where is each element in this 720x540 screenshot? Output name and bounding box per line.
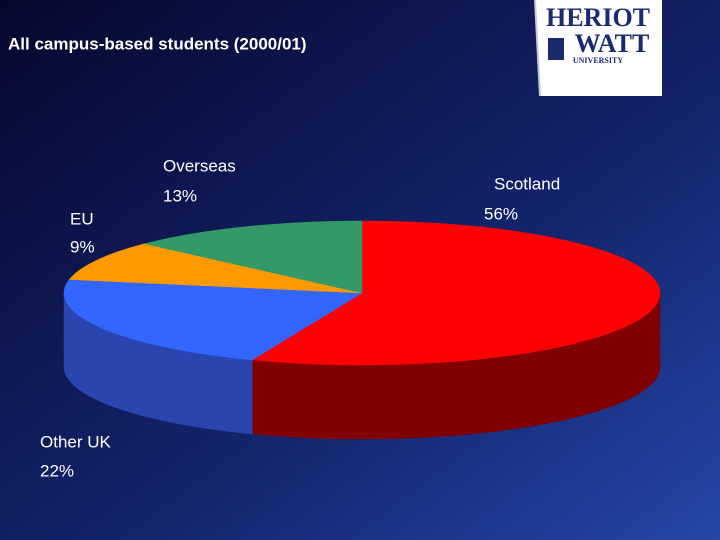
value-label: 13% <box>163 186 197 205</box>
pie-slice <box>144 220 363 294</box>
logo-crest <box>548 38 564 60</box>
slice-label: Scotland <box>494 174 560 193</box>
value-label: 56% <box>484 204 518 223</box>
pie-slice <box>63 279 363 361</box>
logo-line3: UNIVERSITY <box>573 56 623 65</box>
slice-top <box>251 220 661 366</box>
logo-line2: WATT <box>575 29 650 58</box>
slice-label: Overseas <box>163 156 236 175</box>
logo-edge <box>534 0 541 97</box>
chart-title: All campus-based students (2000/01) <box>8 34 307 53</box>
pie-slice <box>251 220 661 366</box>
slice-top <box>68 243 363 294</box>
slice-label: EU <box>70 209 94 228</box>
value-label: 22% <box>40 461 74 480</box>
slice-top <box>144 220 363 294</box>
pie-slice <box>68 243 363 294</box>
slice-label: Other UK <box>40 432 112 451</box>
logo-panel <box>535 0 662 96</box>
pie-tops <box>63 220 661 366</box>
logo-line1: HERIOT <box>546 3 650 32</box>
logo: HERIOT WATT UNIVERSITY <box>534 0 662 97</box>
slice-top <box>63 279 363 361</box>
value-label: 9% <box>70 237 95 256</box>
